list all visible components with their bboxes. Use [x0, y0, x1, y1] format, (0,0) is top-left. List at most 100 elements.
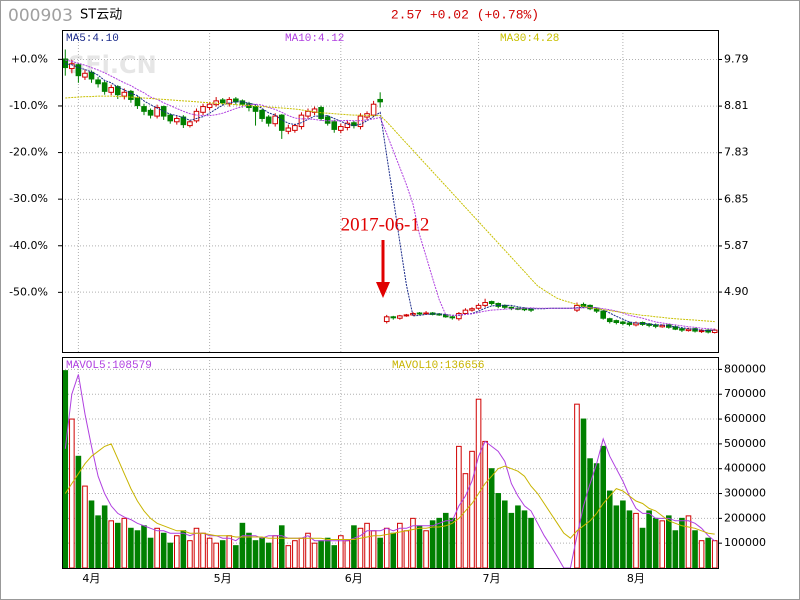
candle-body: [187, 121, 193, 127]
volume-bar: [160, 532, 167, 569]
volume-bar: [233, 545, 239, 569]
legend-label: MA30:4.28: [500, 33, 559, 45]
y2-tick-label: -40.0%: [9, 239, 48, 252]
candle-body: [613, 320, 620, 324]
volume-bar: [377, 537, 383, 569]
ma-line: [65, 59, 715, 330]
volume-bar: [659, 520, 666, 569]
candle-body: [160, 106, 167, 117]
candle-body: [331, 121, 338, 130]
volume-bar: [141, 525, 147, 569]
volume-bar: [646, 510, 652, 569]
volume-bar: [666, 515, 672, 569]
volume-bar: [154, 527, 160, 569]
y-tick-label: 100000: [724, 536, 766, 549]
volume-bar: [698, 540, 705, 569]
candle-body: [377, 98, 383, 103]
volume-bar: [482, 440, 488, 569]
volume-bar: [226, 535, 233, 569]
volume-bar: [606, 490, 613, 569]
volume-bar: [462, 473, 469, 569]
y-tick-label: 500000: [724, 437, 766, 450]
volume-bar: [692, 530, 698, 569]
volume-bar: [206, 537, 213, 569]
candle-body: [606, 318, 613, 323]
volume-bar: [331, 545, 338, 569]
price-frame: [62, 30, 719, 353]
annotation: 2017-06-12: [341, 214, 430, 235]
volume-bar: [285, 545, 292, 569]
y2-tick-label: -10.0%: [9, 99, 48, 112]
volume-bar: [397, 522, 403, 569]
quote: 2.57 +0.02 (+0.78%): [391, 7, 539, 22]
candle-body: [390, 316, 397, 319]
volume-bar: [705, 537, 711, 569]
y-tick-label: 8.81: [724, 99, 749, 112]
candle-body: [685, 328, 692, 332]
annotation-arrowhead: [376, 282, 390, 298]
volume-bar: [318, 540, 324, 569]
candle-body: [82, 72, 88, 78]
volume-bar: [626, 510, 633, 569]
candle-body: [508, 306, 515, 309]
candle-body: [147, 109, 154, 116]
legend-label: MAVOL5:108579: [66, 360, 152, 372]
x-tick-label: 4月: [82, 572, 100, 585]
volume-bar: [475, 398, 482, 569]
volume-bar: [252, 540, 259, 569]
volume-bar: [351, 525, 357, 569]
y2-tick-label: +0.0%: [11, 52, 48, 65]
volume-bar: [101, 505, 108, 569]
volume-bar: [685, 515, 692, 569]
volume-bar: [108, 520, 114, 569]
candle-body: [528, 308, 534, 311]
candle-body: [121, 91, 128, 97]
volume-bar: [219, 540, 226, 569]
volume-bar: [620, 500, 626, 569]
candle-body: [128, 90, 134, 100]
volume-bar: [265, 542, 272, 569]
candle-body: [666, 324, 672, 328]
volume-bar: [298, 537, 305, 569]
volume-bar: [633, 512, 639, 569]
volume-bar: [521, 510, 528, 569]
candle-body: [305, 110, 311, 117]
y-tick-label: 5.87: [724, 239, 749, 252]
x-tick-label: 6月: [345, 572, 363, 585]
y-tick-label: 700000: [724, 387, 766, 400]
volume-bar: [128, 527, 134, 569]
candle-body: [338, 126, 344, 131]
y-tick-label: 6.85: [724, 192, 749, 205]
volume-bar: [495, 493, 502, 569]
candle-body: [659, 324, 666, 328]
candle-body: [462, 309, 469, 314]
volume-bar: [213, 542, 219, 569]
volume-bar: [488, 468, 495, 569]
candle-body: [272, 115, 278, 125]
candle-body: [292, 125, 298, 131]
volume-bar: [652, 517, 659, 569]
candle-body: [370, 103, 377, 116]
volume-bar: [62, 370, 69, 569]
y-tick-label: 200000: [724, 511, 766, 524]
candle-body: [95, 79, 101, 85]
volume-bar: [587, 458, 593, 569]
volume-bar: [613, 505, 620, 569]
candle-body: [252, 106, 259, 112]
candle-body: [626, 322, 633, 325]
volume-bar: [364, 522, 370, 569]
candle-body: [174, 117, 180, 123]
candle-body: [679, 328, 685, 331]
candle-body: [278, 114, 285, 131]
candle-body: [259, 109, 265, 119]
candle-body: [442, 314, 449, 318]
candle-body: [226, 98, 233, 105]
y2-tick-label: -30.0%: [9, 192, 48, 205]
y-tick-label: 4.90: [724, 285, 749, 298]
legend-label: MAVOL10:136656: [392, 360, 484, 372]
candle-body: [265, 116, 272, 124]
watermark: SFi.CN: [68, 51, 157, 79]
candle-body: [383, 316, 390, 323]
y-tick-label: 600000: [724, 412, 766, 425]
